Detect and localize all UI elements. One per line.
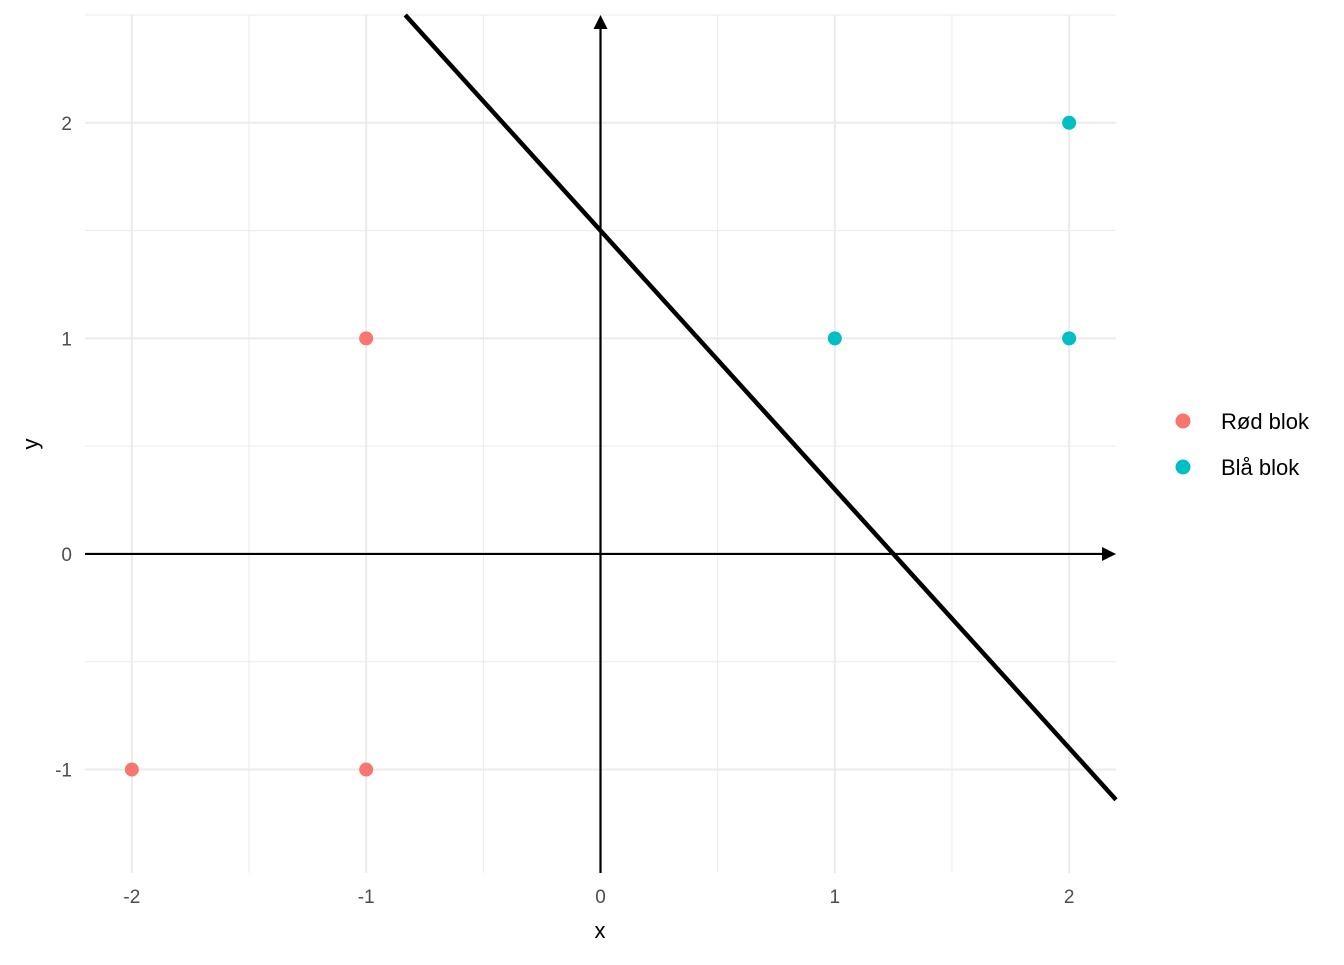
x-tick-label: 0 [595, 887, 606, 908]
data-point [1062, 115, 1077, 130]
x-axis-label: x [595, 918, 606, 943]
tick-labels: -2 -1 0 1 2 -1 0 1 2 [55, 114, 1074, 908]
x-tick-label: 1 [830, 887, 841, 908]
x-axis-arrow-icon [1102, 546, 1116, 561]
points [124, 115, 1077, 777]
y-tick-label: 2 [61, 114, 72, 135]
data-point [827, 331, 842, 346]
data-point [359, 762, 374, 777]
y-tick-label: -1 [55, 761, 72, 782]
decision-line-segment [403, 13, 1118, 802]
x-tick-label: -2 [123, 887, 140, 908]
legend-label: Blå blok [1221, 455, 1300, 480]
axes [85, 15, 1116, 873]
legend: Rød blok Blå blok [1175, 409, 1310, 480]
decision-line [403, 13, 1118, 802]
x-tick-label: -1 [358, 887, 375, 908]
y-tick-label: 1 [61, 329, 72, 350]
data-point [359, 331, 374, 346]
legend-key [1175, 413, 1191, 429]
legend-label: Rød blok [1221, 409, 1310, 434]
x-tick-label: 2 [1064, 887, 1075, 908]
y-axis-label: y [18, 439, 43, 450]
y-tick-label: 0 [61, 545, 72, 566]
data-point [1062, 331, 1077, 346]
legend-key [1175, 459, 1191, 475]
data-point [124, 762, 139, 777]
y-axis-arrow-icon [593, 15, 608, 29]
